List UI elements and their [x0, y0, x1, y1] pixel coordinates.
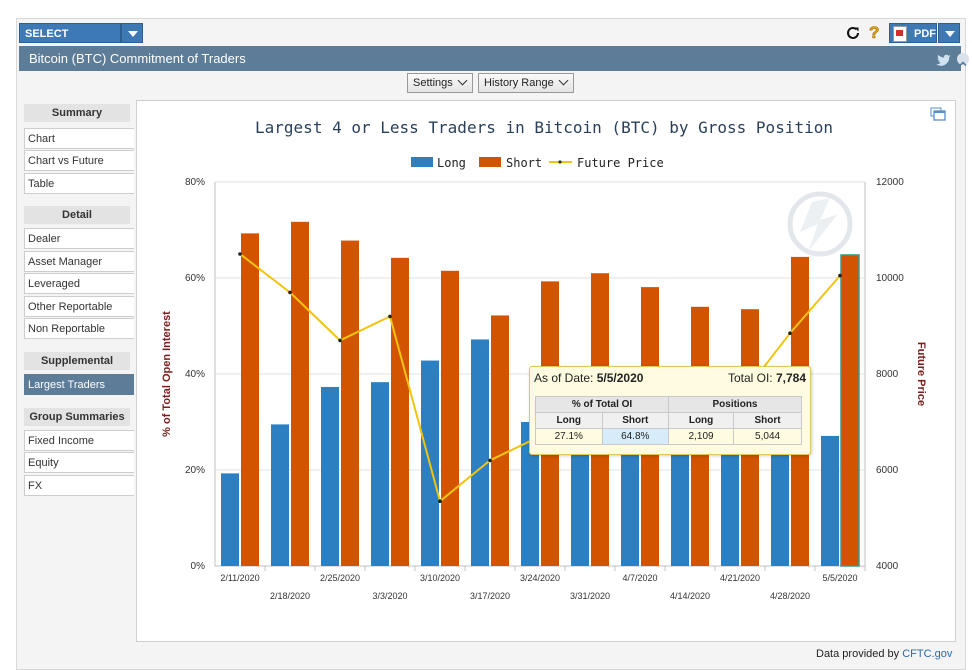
section-group-summaries: Group Summaries	[24, 408, 130, 426]
sidebar-item-dealer[interactable]: Dealer	[24, 228, 134, 249]
settings-label: Settings	[413, 77, 453, 89]
sidebar-item-equity[interactable]: Equity	[24, 452, 134, 473]
sidebar-item-leveraged[interactable]: Leveraged	[24, 273, 134, 294]
footer: Data provided by CFTC.gov	[816, 648, 952, 660]
section-summary: Summary	[24, 104, 130, 122]
sidebar-item-fx[interactable]: FX	[24, 475, 134, 496]
tooltip-date: 5/5/2020	[596, 371, 644, 385]
pdf-dropdown-button[interactable]	[938, 23, 960, 43]
data-tooltip: As of Date: 5/5/2020 Total OI: 7,784 % o…	[529, 366, 811, 455]
twitter-icon[interactable]	[935, 51, 951, 66]
tooltip-val-long-pct: 27.1%	[535, 428, 603, 445]
sidebar-item-largest-traders[interactable]: Largest Traders	[24, 374, 134, 395]
sidebar-item-other-reportable[interactable]: Other Reportable	[24, 296, 134, 317]
chevron-down-icon	[457, 75, 468, 86]
tooltip-oi-label: Total OI:	[727, 371, 773, 385]
cftc-link[interactable]: CFTC.gov	[902, 648, 953, 660]
tooltip-val-short-pos: 5,044	[733, 428, 802, 445]
history-range-label: History Range	[484, 77, 554, 89]
refresh-icon[interactable]	[845, 25, 861, 41]
select-product-button[interactable]: SELECT PRODUCT	[19, 23, 121, 60]
page-title: Bitcoin (BTC) Commitment of Traders	[29, 51, 246, 66]
history-range-dropdown[interactable]: History Range	[478, 73, 574, 93]
page-title-bar: Bitcoin (BTC) Commitment of Traders	[19, 46, 969, 71]
tooltip-sub-short: Short	[601, 412, 669, 429]
settings-dropdown[interactable]: Settings	[407, 73, 473, 93]
tooltip-date-label: As of Date:	[534, 371, 594, 385]
sidebar-item-chart-vs-future[interactable]: Chart vs Future	[24, 150, 134, 171]
collapse-icon[interactable]	[957, 53, 969, 67]
select-product-dropdown-button[interactable]	[121, 23, 143, 43]
footer-text: Data provided by	[816, 648, 900, 660]
expand-icon[interactable]	[930, 107, 946, 121]
sidebar-item-table[interactable]: Table	[24, 173, 134, 194]
tooltip-header-pct: % of Total OI	[535, 396, 669, 413]
tooltip-sub-short: Short	[733, 412, 802, 429]
tooltip-oi: 7,784	[775, 371, 806, 385]
sidebar-item-asset-manager[interactable]: Asset Manager	[24, 251, 134, 272]
help-icon[interactable]: ?	[867, 23, 881, 43]
sidebar-item-fixed-income[interactable]: Fixed Income	[24, 430, 134, 451]
tooltip-val-short-pct: 64.8%	[601, 428, 669, 445]
section-detail: Detail	[24, 206, 130, 224]
sidebar-item-chart[interactable]: Chart	[24, 128, 134, 149]
tooltip-sub-long: Long	[667, 412, 735, 429]
tooltip-table: % of Total OI Positions Long Short Long …	[535, 396, 802, 445]
tooltip-val-long-pos: 2,109	[667, 428, 735, 445]
tooltip-sub-long: Long	[535, 412, 603, 429]
svg-text:?: ?	[869, 23, 879, 41]
chevron-down-icon	[558, 75, 569, 86]
tooltip-header-positions: Positions	[668, 396, 802, 413]
sidebar-item-non-reportable[interactable]: Non Reportable	[24, 318, 134, 339]
pdf-icon	[893, 26, 907, 42]
section-supplemental: Supplemental	[24, 352, 130, 370]
